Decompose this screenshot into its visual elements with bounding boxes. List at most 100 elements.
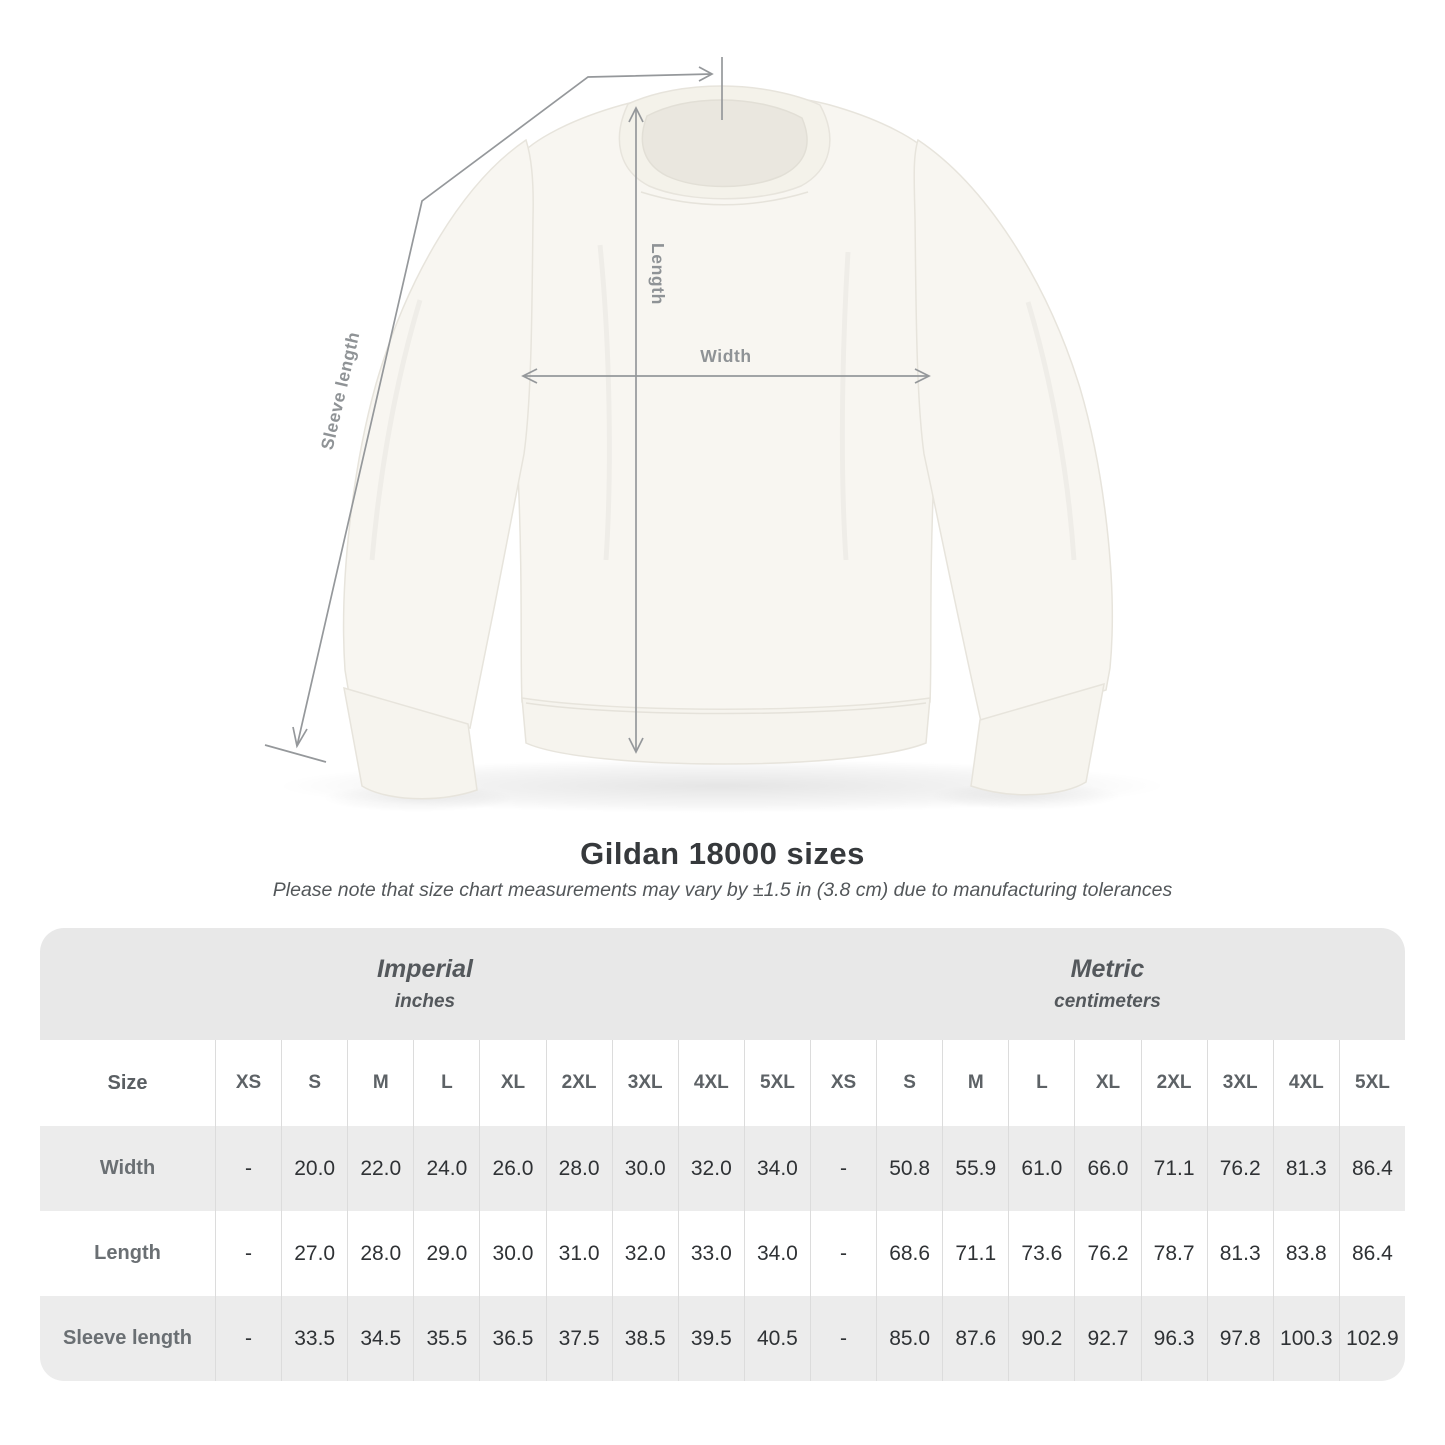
value-cell: 29.0 (413, 1211, 479, 1296)
value-cell: 68.6 (876, 1211, 942, 1296)
value-cell: 33.0 (677, 1211, 744, 1296)
sleeve-arrow-down (292, 726, 308, 749)
metric-unit: centimeters (1054, 991, 1161, 1012)
value-cell: 37.5 (545, 1296, 612, 1381)
value-cell: 102.9 (1338, 1296, 1405, 1381)
value-cell: 92.7 (1074, 1296, 1140, 1381)
row-label: Sleeve length (63, 1327, 192, 1349)
value-cell: 83.8 (1272, 1211, 1339, 1296)
value-cell: - (215, 1126, 281, 1211)
value-cell: 81.3 (1272, 1126, 1339, 1211)
length-arrow-down (628, 737, 644, 754)
value-cell: 34.0 (743, 1211, 810, 1296)
value-cell: 96.3 (1140, 1296, 1207, 1381)
size-table-grid: Imperial inches Metric centimeters Size … (40, 928, 1405, 1381)
value-cell: 61.0 (1008, 1126, 1074, 1211)
width-arrow-right (914, 368, 931, 384)
size-col-header: 3XL (1206, 1040, 1273, 1126)
value-cell: 34.5 (347, 1296, 413, 1381)
value-cell: 20.0 (281, 1126, 347, 1211)
size-col-header: S (281, 1040, 348, 1126)
row-label: Width (99, 1157, 156, 1179)
value-cell: 76.2 (1206, 1126, 1273, 1211)
cuff-end-tick (264, 744, 327, 763)
value-cell: 73.6 (1008, 1211, 1074, 1296)
size-header-row: Size XS S M L XL 2XL 3XL 4XL 5XL XS S M L XL 2XL 3XL 4XL… (40, 1040, 1405, 1126)
value-cell: 30.0 (611, 1126, 678, 1211)
value-cell: 32.0 (611, 1211, 678, 1296)
value-cell: 24.0 (413, 1126, 479, 1211)
value-cell: - (215, 1296, 281, 1381)
size-row-label: Size (40, 1040, 215, 1126)
value-cell: 36.5 (479, 1296, 545, 1381)
value-cell: 50.8 (876, 1126, 942, 1211)
measurement-row: Sleeve length -33.5 34.5 35.5 36.5 37.5 38.5 39… (40, 1296, 1405, 1381)
size-col-header: XS (809, 1040, 877, 1126)
size-col-header: 4XL (677, 1040, 744, 1126)
value-cell: - (809, 1126, 876, 1211)
value-cell: 97.8 (1206, 1296, 1273, 1381)
value-cell: 86.4 (1338, 1126, 1405, 1211)
title-block: Gildan 18000 sizes Please note that size… (0, 836, 1445, 902)
units-header-row: Imperial inches Metric centimeters (40, 928, 1405, 1040)
value-cell: 26.0 (479, 1126, 545, 1211)
value-cell: 35.5 (413, 1296, 479, 1381)
imperial-unit: inches (394, 991, 456, 1012)
measurement-row: Length -27.0 28.0 29.0 30.0 31.0 32.0 33.0 34.0-… (40, 1211, 1405, 1296)
imperial-header: Imperial inches (40, 928, 810, 1040)
value-cell: - (809, 1211, 876, 1296)
value-cell: 22.0 (347, 1126, 413, 1211)
tolerance-note: Please note that size chart measurements… (272, 879, 1173, 901)
size-col-header: 5XL (1338, 1040, 1405, 1126)
value-cell: 32.0 (677, 1126, 744, 1211)
metric-header: Metric centimeters (809, 928, 1405, 1040)
size-col-header: M (347, 1040, 414, 1126)
value-cell: - (809, 1296, 876, 1381)
value-cell: 100.3 (1272, 1296, 1339, 1381)
value-cell: 87.6 (942, 1296, 1008, 1381)
size-col-header: L (1008, 1040, 1075, 1126)
size-col-header: XS (215, 1040, 282, 1126)
value-cell: 76.2 (1074, 1211, 1140, 1296)
value-cell: 78.7 (1140, 1211, 1207, 1296)
value-cell: 81.3 (1206, 1211, 1273, 1296)
value-cell: 90.2 (1008, 1296, 1074, 1381)
value-cell: 71.1 (942, 1211, 1008, 1296)
size-col-header: 2XL (545, 1040, 612, 1126)
metric-title: Metric (1070, 955, 1145, 983)
value-cell: 31.0 (545, 1211, 612, 1296)
value-cell: 33.5 (281, 1296, 347, 1381)
length-arrow-up (628, 106, 644, 123)
size-col-header: XL (1074, 1040, 1141, 1126)
value-cell: 71.1 (1140, 1126, 1207, 1211)
width-label: Width (700, 346, 751, 366)
size-table: Imperial inches Metric centimeters Size … (40, 928, 1405, 1381)
width-arrow-left (521, 368, 538, 384)
value-cell: 28.0 (347, 1211, 413, 1296)
size-col-header: 3XL (611, 1040, 678, 1126)
value-cell: 38.5 (611, 1296, 678, 1381)
size-col-header: XL (479, 1040, 546, 1126)
size-col-header: M (942, 1040, 1009, 1126)
length-label: Length (648, 243, 668, 305)
row-label: Length (94, 1242, 161, 1264)
size-diagram: Length Width Sleeve length (264, 57, 1167, 813)
page-title: Gildan 18000 sizes (580, 836, 865, 871)
sweatshirt-image (342, 85, 1113, 800)
value-cell: 86.4 (1338, 1211, 1405, 1296)
sweatshirt-figure: Length Width Sleeve length (264, 57, 1167, 813)
size-col-header: L (413, 1040, 480, 1126)
value-cell: 55.9 (942, 1126, 1008, 1211)
imperial-title: Imperial (377, 955, 473, 983)
value-cell: 40.5 (743, 1296, 810, 1381)
size-col-header: S (876, 1040, 943, 1126)
value-cell: 34.0 (743, 1126, 810, 1211)
measurement-row: Width -20.0 22.0 24.0 26.0 28.0 30.0 32.0 34.0-5… (40, 1126, 1405, 1211)
sleeve-length-line (296, 73, 713, 747)
value-cell: 28.0 (545, 1126, 612, 1211)
sleeve-arrow-right (698, 66, 714, 82)
value-cell: 66.0 (1074, 1126, 1140, 1211)
sleeve-length-label: Sleeve length (317, 330, 364, 452)
size-col-header: 4XL (1272, 1040, 1339, 1126)
